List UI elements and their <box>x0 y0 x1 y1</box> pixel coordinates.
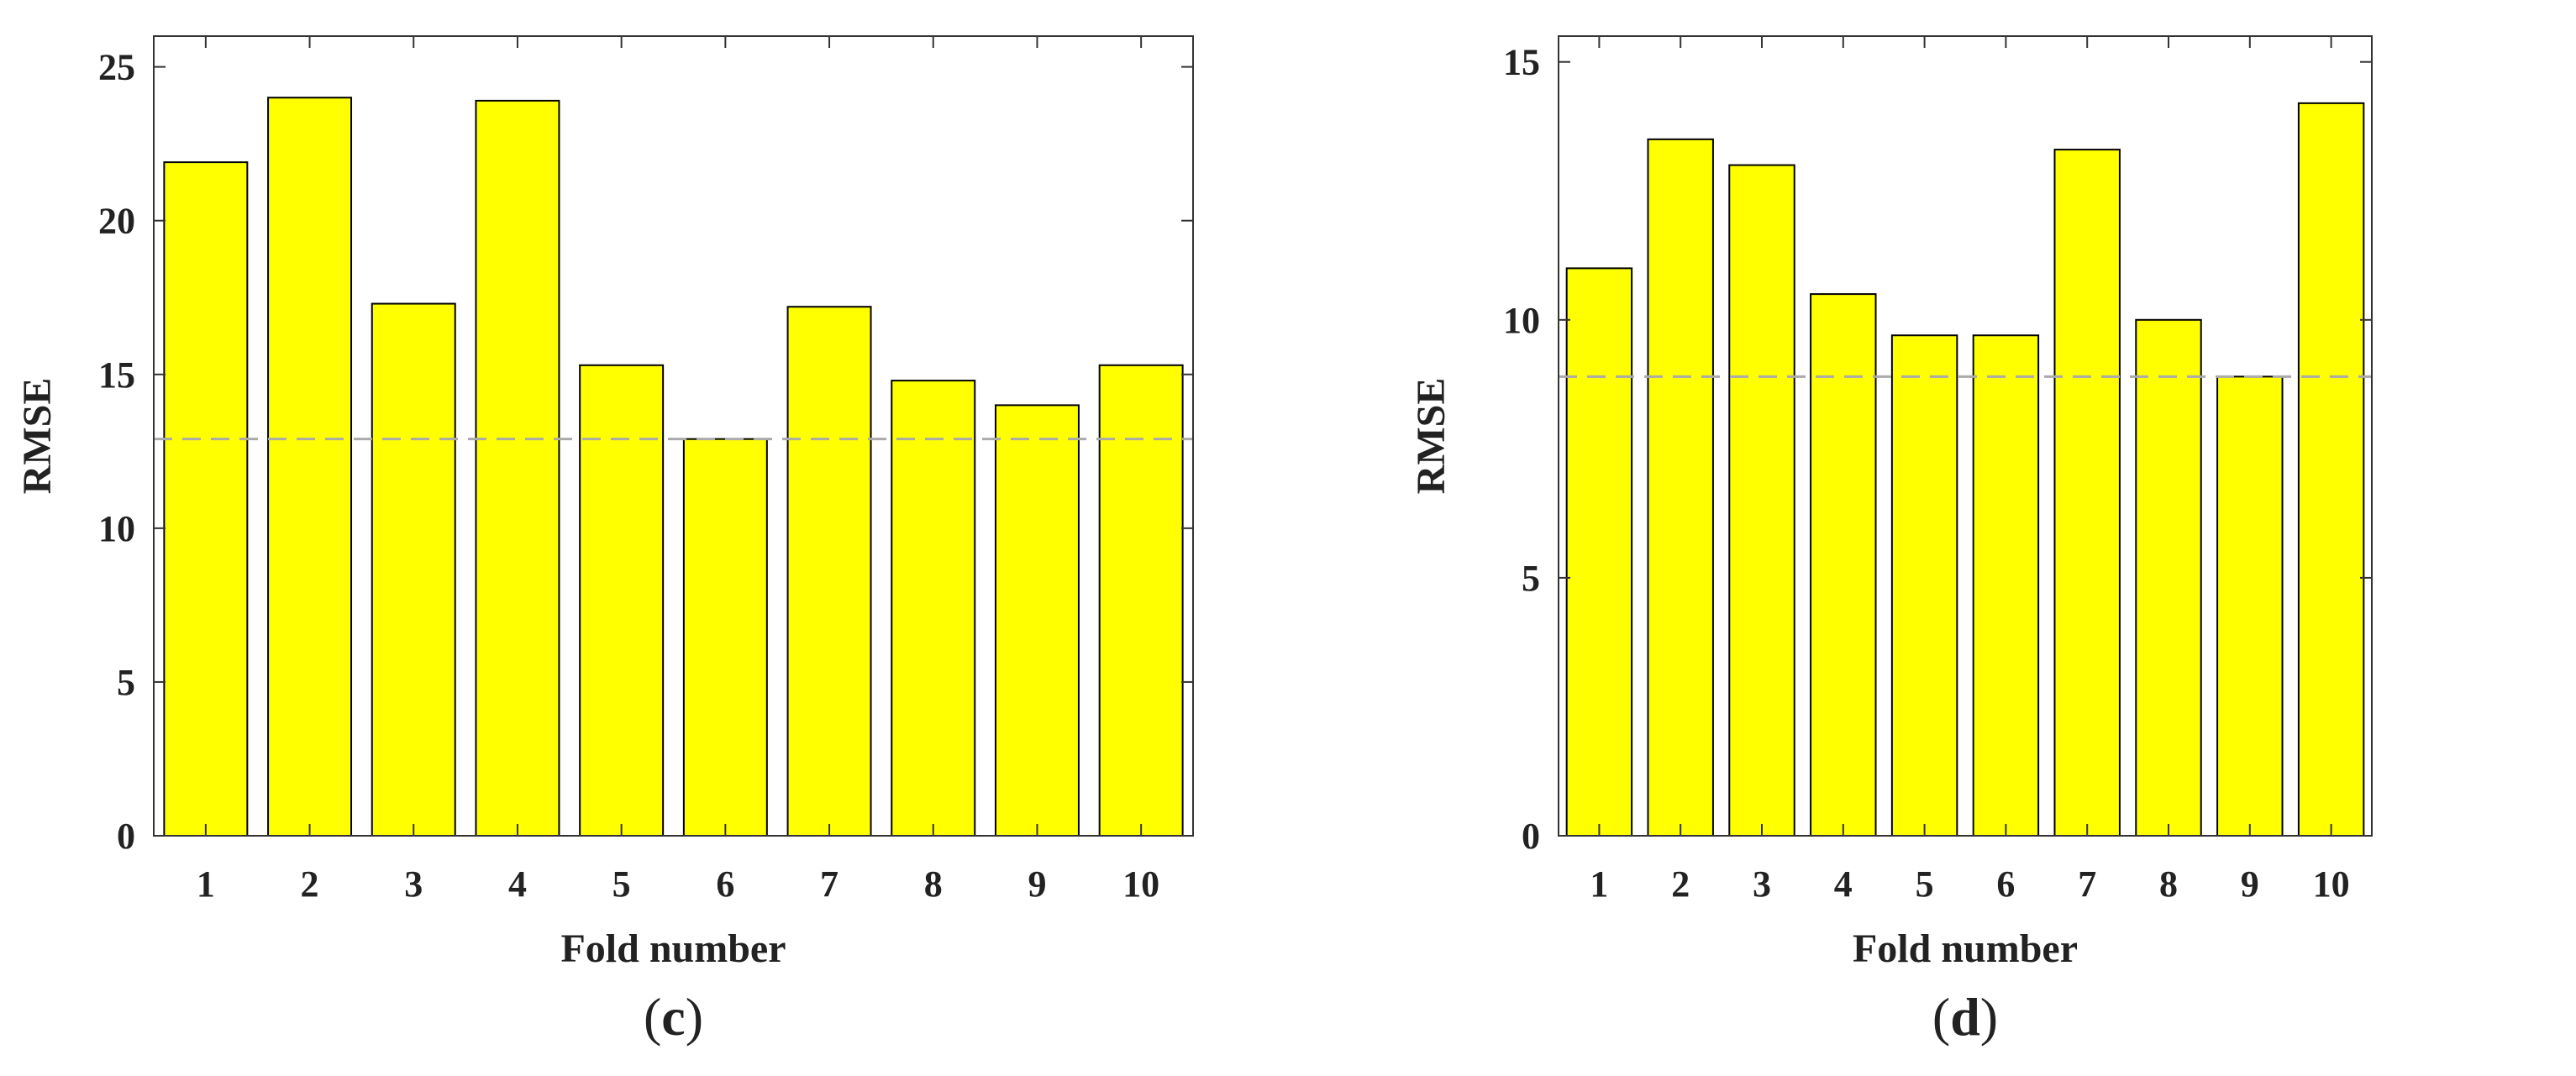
bar-fold-2 <box>1647 138 1714 837</box>
y-tick-label: 5 <box>1522 558 1540 599</box>
chart-c: 0 5 10 15 20 25 1 2 3 4 5 6 7 8 9 10 Fold number RMSE (c) <box>15 35 1194 1047</box>
x-tick-label: 4 <box>1834 863 1853 905</box>
plot-frame <box>1558 35 2373 837</box>
x-tick-label: 1 <box>1590 863 1608 905</box>
x-tick-label: 10 <box>1122 863 1159 905</box>
y-tick-label: 20 <box>98 201 135 242</box>
x-tick-label: 2 <box>301 863 319 905</box>
bar-fold-10 <box>2297 102 2365 837</box>
x-tick-label: 9 <box>1028 863 1046 905</box>
bar-fold-3 <box>371 302 456 837</box>
bar-fold-9 <box>2216 375 2284 837</box>
x-tick-label: 6 <box>716 863 734 905</box>
bar-fold-9 <box>994 404 1080 837</box>
y-tick-label: 15 <box>1503 42 1540 83</box>
x-tick-label: 8 <box>2159 863 2178 905</box>
x-tick-label: 6 <box>1996 863 2015 905</box>
bar-fold-5 <box>579 364 665 837</box>
bar-fold-6 <box>682 438 768 837</box>
bar-fold-3 <box>1728 164 1795 837</box>
panel-caption: (d) <box>1932 987 1998 1047</box>
caption-paren-close: ) <box>686 987 703 1047</box>
x-tick-label: 5 <box>1916 863 1934 905</box>
y-tick-label: 15 <box>98 354 135 396</box>
y-tick-label: 0 <box>117 816 135 857</box>
panel-label: d <box>1950 987 1980 1047</box>
y-axis-title: RMSE <box>1409 378 1454 495</box>
bar-fold-4 <box>475 99 560 837</box>
bar-fold-5 <box>1890 334 1958 837</box>
chart-d: 0 5 10 15 1 2 3 4 5 6 7 8 9 10 Fold number RMSE (d) <box>1409 35 2373 1047</box>
caption-paren-open: ( <box>1932 987 1950 1047</box>
y-axis-title: RMSE <box>15 378 60 495</box>
caption-paren-close: ) <box>1980 987 1998 1047</box>
y-tick-label: 10 <box>1503 300 1540 341</box>
x-tick-label: 7 <box>820 863 839 905</box>
bar-fold-1 <box>1565 267 1633 837</box>
caption-paren-open: ( <box>644 987 661 1047</box>
bar-fold-8 <box>891 380 976 837</box>
bar-fold-4 <box>1810 293 1877 837</box>
bar-fold-7 <box>786 306 872 837</box>
x-tick-label: 3 <box>1753 863 1771 905</box>
panel-caption: (c) <box>644 987 703 1047</box>
y-tick-label: 5 <box>117 662 135 703</box>
panel-label: c <box>661 987 685 1047</box>
x-axis-title: Fold number <box>1853 926 2078 971</box>
bar-fold-8 <box>2135 318 2202 837</box>
bar-fold-10 <box>1098 364 1184 837</box>
bar-fold-7 <box>2053 149 2121 837</box>
x-tick-label: 3 <box>404 863 423 905</box>
y-tick-label: 25 <box>98 47 135 88</box>
x-tick-label: 5 <box>612 863 631 905</box>
x-tick-label: 8 <box>924 863 943 905</box>
chart-panel-d: 0 5 10 15 1 2 3 4 5 6 7 8 9 10 Fold number RMSE (d) <box>1288 0 2576 1076</box>
bar-fold-2 <box>267 97 353 837</box>
bar-fold-1 <box>163 161 249 837</box>
x-tick-label: 2 <box>1671 863 1690 905</box>
x-tick-label: 1 <box>197 863 215 905</box>
plot-frame <box>153 35 1194 837</box>
x-tick-label: 7 <box>2078 863 2096 905</box>
x-tick-label: 10 <box>2313 863 2350 905</box>
x-tick-label: 4 <box>508 863 527 905</box>
y-tick-label: 10 <box>98 508 135 549</box>
x-tick-label: 9 <box>2241 863 2259 905</box>
x-axis-title: Fold number <box>560 926 786 971</box>
bar-fold-6 <box>1972 334 2040 837</box>
y-tick-label: 0 <box>1522 816 1540 857</box>
chart-panel-c: 0 5 10 15 20 25 1 2 3 4 5 6 7 8 9 10 Fold number RMSE (c) <box>15 35 1194 1047</box>
